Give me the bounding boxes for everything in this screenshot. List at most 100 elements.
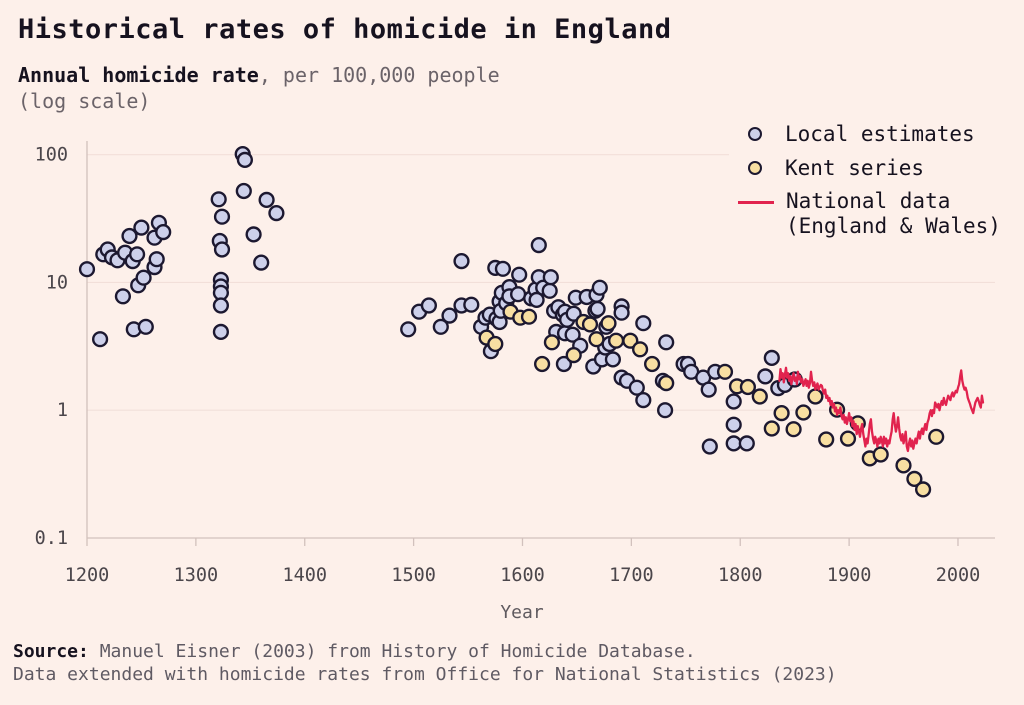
local-estimate-point (591, 279, 608, 296)
local-estimate-point (432, 318, 449, 335)
local-estimate-point (114, 288, 132, 305)
legend-label-national-data: National data (England & Wales) (786, 189, 1001, 238)
kent-series-point (622, 332, 639, 349)
national-data-line (778, 366, 985, 453)
local-estimate-point (530, 237, 547, 254)
source-line-1: Source: Manuel Eisner (2003) from Histor… (13, 641, 837, 664)
legend-label-kent-series: Kent series (785, 156, 925, 180)
local-estimate-point (635, 392, 652, 409)
kent-series-point (751, 388, 768, 405)
local-estimate-point (121, 227, 138, 245)
local-estimate-point (245, 226, 262, 243)
local-estimate-point (268, 205, 285, 222)
kent-series-point (588, 331, 605, 348)
kent-series-point (565, 347, 582, 364)
local-estimate-point (213, 241, 231, 258)
x-tick-label: 1800 (718, 565, 763, 586)
local-estimate-point (509, 286, 527, 303)
subtitle-log-scale: (log scale) (18, 89, 151, 113)
page-title: Historical rates of homicide in England (18, 14, 672, 45)
national-data-line-icon (738, 201, 774, 204)
local-estimate-point (564, 326, 581, 343)
local-estimates-marker-icon (748, 127, 762, 141)
local-estimate-point (129, 246, 146, 263)
kent-series-point (600, 315, 617, 332)
local-estimate-point (213, 208, 231, 225)
subtitle-lead: Annual homicide rate (18, 63, 259, 87)
kent-series-point (581, 316, 599, 333)
source-text: Manuel Eisner (2003) from History of Hom… (88, 641, 696, 662)
local-estimate-point (763, 349, 780, 367)
x-tick-label: 2000 (936, 565, 981, 586)
local-estimate-point (700, 381, 717, 398)
kent-series-point (739, 378, 757, 396)
legend-item-local-estimates: Local estimates (748, 121, 1001, 147)
legend-item-kent-series: Kent series (748, 155, 1001, 181)
local-estimate-point (658, 334, 675, 351)
local-estimate-point (555, 355, 573, 373)
local-estimate-point (463, 296, 480, 313)
x-tick-label: 1400 (282, 565, 327, 586)
local-estimate-point (78, 261, 96, 278)
kent-series-point (928, 428, 945, 445)
local-estimate-point (701, 438, 718, 455)
local-estimate-point (725, 416, 742, 433)
local-estimate-point (542, 269, 559, 286)
kent-series-point (773, 405, 790, 422)
local-estimate-point (420, 297, 438, 314)
local-estimate-point (511, 266, 528, 283)
x-tick-label: 1600 (500, 565, 545, 586)
y-tick-label: 1 (57, 400, 68, 421)
kent-series-point (763, 420, 780, 437)
x-tick-label: 1300 (174, 565, 219, 586)
kent-series-point (872, 446, 889, 463)
legend-item-national-data: National data (England & Wales) (738, 189, 1001, 239)
kent-series-marker-icon (748, 161, 762, 175)
local-estimate-point (137, 318, 154, 335)
legend-label-local-estimates: Local estimates (785, 122, 975, 146)
local-estimate-point (725, 435, 742, 452)
kent-series-point (631, 341, 649, 358)
kent-series-point (906, 470, 923, 488)
kent-series-point (607, 332, 625, 349)
kent-series-point (785, 421, 802, 438)
kent-series-point (543, 334, 561, 351)
local-estimate-point (441, 307, 458, 324)
kent-series-point (795, 404, 812, 421)
local-estimate-point (253, 254, 270, 271)
local-estimate-point (135, 269, 152, 286)
local-estimate-point (494, 260, 512, 277)
local-estimate-point (528, 291, 545, 309)
chart-subtitle: Annual homicide rate, per 100,000 people (18, 63, 500, 88)
source-note: Source: Manuel Eisner (2003) from Histor… (13, 641, 837, 686)
local-estimate-point (541, 282, 558, 299)
kent-series-point (658, 375, 675, 392)
local-estimate-point (656, 402, 674, 419)
local-estimate-point (91, 331, 109, 348)
source-line-2: Data extended with homicide rates from O… (13, 663, 837, 685)
source-label: Source: (13, 641, 89, 662)
local-estimate-point (212, 297, 230, 314)
y-tick-label: 0.1 (35, 528, 68, 549)
x-tick-label: 1900 (827, 565, 872, 586)
kent-series-point (533, 355, 551, 373)
kent-series-point (839, 430, 857, 447)
local-estimate-point (148, 251, 165, 268)
local-estimate-point (628, 379, 645, 396)
local-estimate-point (212, 323, 230, 341)
local-estimate-point (236, 151, 254, 169)
x-tick-label: 1200 (65, 565, 110, 586)
local-estimate-point (453, 253, 470, 270)
local-estimate-point (738, 435, 755, 452)
y-tick-label: 10 (46, 272, 68, 293)
local-estimate-point (613, 304, 630, 321)
kent-series-point (643, 355, 661, 373)
local-estimate-point (155, 224, 172, 241)
local-estimate-point (235, 182, 252, 200)
x-tick-label: 1500 (391, 565, 436, 586)
y-tick-label: 100 (35, 145, 68, 166)
x-axis-label: Year (500, 602, 544, 623)
kent-series-point (487, 335, 504, 353)
legend: Local estimates Kent series National dat… (729, 115, 1009, 247)
